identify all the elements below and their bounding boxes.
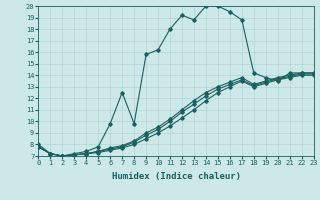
X-axis label: Humidex (Indice chaleur): Humidex (Indice chaleur) bbox=[111, 172, 241, 181]
